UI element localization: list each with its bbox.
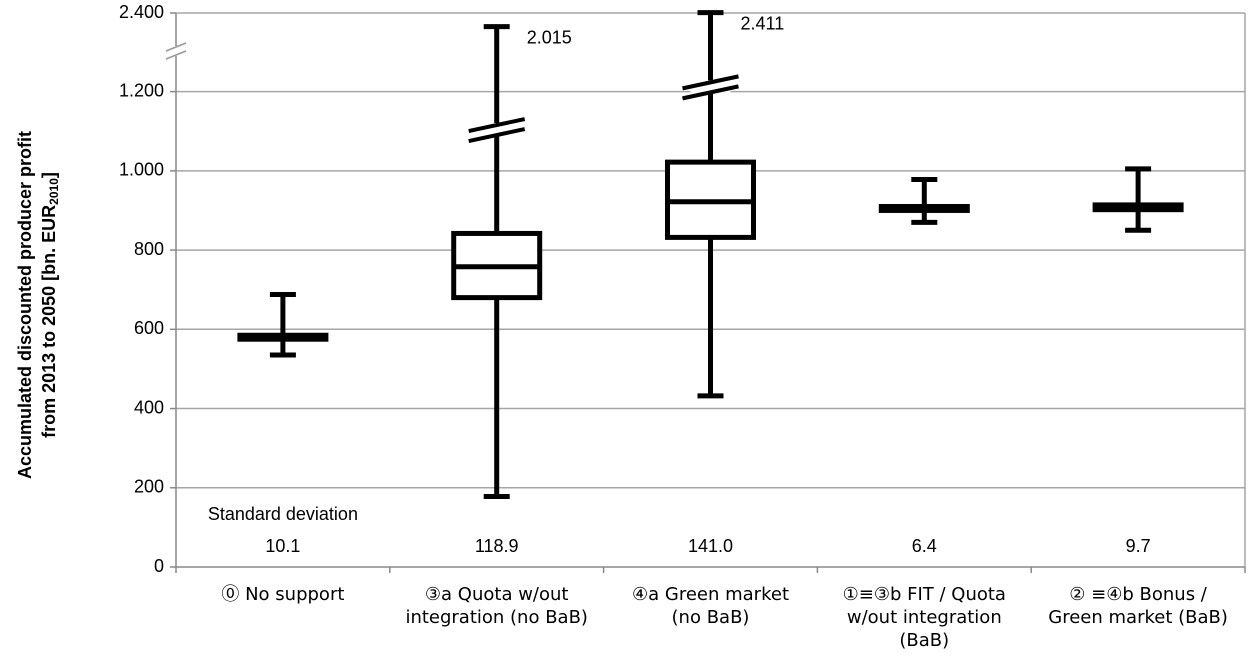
y-tick-label: 400 — [134, 397, 164, 417]
y-tick-label: 600 — [134, 318, 164, 338]
axis-break-gap — [166, 46, 186, 56]
std-title: Standard deviation — [208, 504, 358, 524]
break-gap — [476, 123, 517, 136]
box-plot: 9.7 — [1092, 166, 1184, 556]
axis-break — [165, 42, 187, 52]
y-axis-label: from 2013 to 2050 [bn. EUR2010] — [39, 172, 61, 438]
y-tick-label: 200 — [134, 477, 164, 497]
x-tick-label: ⓪ No support — [221, 584, 344, 605]
x-tick-label: (BaB) — [899, 630, 949, 651]
x-tick-label: ①≡③b FIT / Quota — [843, 584, 1006, 605]
whisker-break — [468, 127, 526, 143]
y-tick-label: 1.200 — [119, 80, 164, 100]
whisker-break — [468, 117, 526, 133]
x-tick-label: ③a Quota w/out — [425, 584, 569, 605]
std-label: 6.4 — [912, 536, 937, 556]
y-label-sub: 2010 — [47, 178, 61, 205]
box-plot: 2.015 118.9 — [451, 24, 572, 556]
x-tick-label: ④a Green market — [632, 584, 789, 605]
x-tick-label: Green market (BaB) — [1048, 607, 1228, 628]
box-plot: 6.4 — [878, 177, 970, 556]
whisker-break — [682, 74, 739, 91]
std-label: 9.7 — [1126, 536, 1151, 556]
y-label-line: from 2013 to 2050 [bn. EUR — [39, 205, 59, 438]
y-tick-label: 800 — [134, 239, 164, 259]
x-tick-label: w/out integration — [847, 607, 1002, 628]
y-tick-label: 2.400 — [119, 2, 164, 22]
x-tick-label: integration (no BaB) — [405, 607, 588, 628]
box-plot: 2.411 141.0 — [665, 10, 785, 556]
whisker-break — [682, 84, 739, 101]
max-label: 2.015 — [527, 27, 572, 47]
y-label-line: Accumulated discounted producer profit — [15, 131, 35, 479]
std-label: 10.1 — [265, 536, 300, 556]
y-tick-label: 1.000 — [119, 160, 164, 180]
y-tick-label: 0 — [154, 556, 164, 576]
std-label: 141.0 — [688, 536, 733, 556]
x-tick-label: ② ≡④b Bonus / — [1069, 584, 1208, 605]
std-label: 118.9 — [475, 536, 519, 556]
axis-break — [165, 50, 187, 60]
y-axis-label: Accumulated discounted producer profit — [15, 131, 35, 479]
x-tick-label: (no BaB) — [672, 607, 750, 628]
box-plot: 10.1 — [237, 291, 329, 556]
max-label: 2.411 — [741, 13, 785, 33]
y-label-end: ] — [39, 172, 59, 178]
